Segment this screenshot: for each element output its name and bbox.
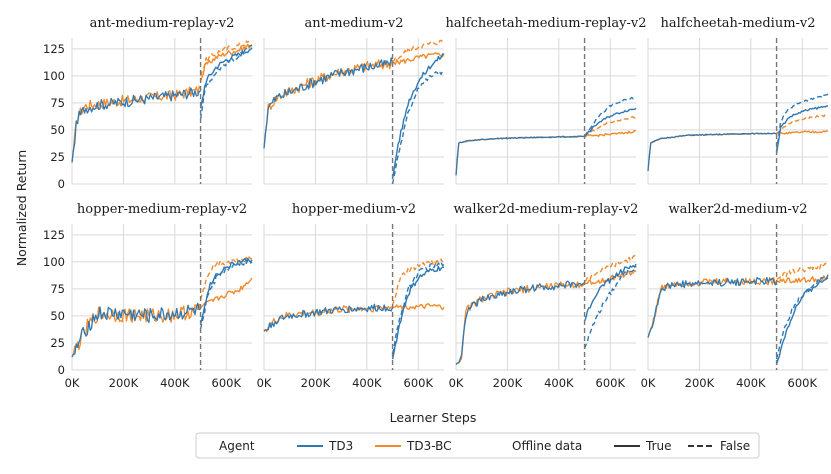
td3bc-post-false-line — [584, 116, 637, 137]
panel: 0K 200K 400K 600K walker2d-medium-replay-v2 — [449, 202, 639, 390]
plot-area — [264, 38, 444, 184]
y-tick-label: 50 — [50, 123, 65, 137]
td3-pre-line — [455, 135, 585, 176]
x-tick-label: 600K — [788, 376, 818, 390]
panel-title: hopper-medium-replay-v2 — [77, 202, 247, 217]
x-tick-label: 400K — [544, 376, 574, 390]
legend-false-label: False — [720, 439, 750, 453]
td3-pre-line — [647, 276, 778, 338]
td3-pre-line — [647, 132, 777, 172]
plot-area — [456, 224, 636, 370]
td3-post-false-line — [391, 69, 445, 185]
x-tick-label: 200K — [685, 376, 715, 390]
panel-title: halfcheetah-medium-replay-v2 — [446, 16, 647, 31]
x-tick-label: 0K — [65, 376, 80, 390]
td3-pre-line — [263, 303, 394, 332]
panel: halfcheetah-medium-v2 — [647, 16, 829, 185]
x-tick-label: 200K — [493, 376, 523, 390]
td3bc-post-false-line — [392, 39, 445, 63]
x-tick-label: 400K — [160, 376, 190, 390]
td3-post-true-line — [199, 257, 253, 325]
x-tick-label: 600K — [404, 376, 434, 390]
y-tick-label: 25 — [50, 150, 65, 164]
panel-title: halfcheetah-medium-v2 — [660, 16, 815, 31]
legend-frame — [195, 432, 760, 459]
legend-td3bc-label: TD3-BC — [406, 439, 452, 453]
td3-post-true-line — [583, 263, 637, 322]
td3-post-true-line — [775, 105, 829, 154]
td3bc-post-false-line — [584, 254, 637, 282]
x-tick-label: 400K — [352, 376, 382, 390]
panel-title: hopper-medium-v2 — [292, 202, 416, 217]
td3-post-false-line — [199, 259, 253, 330]
y-tick-label: 0 — [58, 363, 65, 377]
panel: 0 25 50 75 100 125 ant-medium-replay-v2 — [43, 16, 253, 191]
legend-offline-title: Offline data — [512, 439, 582, 453]
td3-pre-line — [455, 280, 585, 366]
x-tick-label: 200K — [301, 376, 331, 390]
td3bc-post-false-line — [776, 262, 829, 280]
td3-post-false-line — [583, 265, 637, 349]
panel: 0K 200K 400K 600K 0 25 50 75 100 125 hopper-medium… — [43, 202, 253, 390]
plot-area — [264, 224, 444, 370]
x-tick-label: 200K — [109, 376, 139, 390]
y-tick-label: 0 — [58, 177, 65, 191]
y-tick-label: 75 — [50, 96, 65, 110]
panel: 0K 200K 400K 600K hopper-medium-v2 — [257, 202, 445, 390]
td3bc-pre-line — [455, 281, 586, 366]
td3bc-post-true-line — [200, 277, 253, 308]
td3bc-post-false-line — [391, 258, 445, 306]
td3-post-true-line — [391, 265, 445, 360]
plot-area — [648, 38, 828, 184]
panel-title: ant-medium-replay-v2 — [90, 16, 235, 31]
panel: ant-medium-v2 — [263, 16, 445, 185]
panel: halfcheetah-medium-replay-v2 — [446, 16, 647, 185]
td3-post-false-line — [775, 93, 829, 152]
x-axis-label: Learner Steps — [390, 410, 477, 425]
plot-area — [648, 224, 828, 370]
td3bc-post-true-line — [199, 43, 253, 82]
x-tick-label: 0K — [449, 376, 464, 390]
legend-true-label: True — [645, 439, 672, 453]
td3-post-true-line — [199, 47, 253, 109]
x-tick-label: 0K — [641, 376, 656, 390]
x-tick-label: 600K — [212, 376, 242, 390]
td3-pre-line — [71, 87, 201, 163]
panels-group: 0 25 50 75 100 125 ant-medium-replay-v2 ant-med… — [43, 16, 829, 390]
legend: Agent TD3 TD3-BC Offline data True False — [195, 432, 760, 459]
y-tick-label: 125 — [43, 228, 65, 242]
td3bc-post-true-line — [776, 130, 829, 135]
y-tick-label: 50 — [50, 309, 65, 323]
y-tick-label: 75 — [50, 282, 65, 296]
panel-title: walker2d-medium-v2 — [668, 202, 807, 217]
td3-pre-line — [71, 302, 201, 358]
td3bc-post-false-line — [199, 40, 253, 77]
y-tick-label: 125 — [43, 42, 65, 56]
td3bc-pre-line — [263, 304, 393, 333]
y-tick-label: 100 — [43, 255, 65, 269]
x-tick-label: 600K — [596, 376, 626, 390]
td3-post-true-line — [391, 53, 445, 179]
panel: 0K 200K 400K 600K walker2d-medium-v2 — [641, 202, 829, 390]
legend-td3-label: TD3 — [328, 439, 353, 453]
legend-agent-title: Agent — [219, 439, 255, 453]
td3bc-post-true-line — [584, 129, 637, 138]
td3-pre-line — [263, 57, 394, 149]
td3-post-false-line — [775, 274, 829, 360]
y-tick-label: 100 — [43, 69, 65, 83]
td3-post-false-line — [584, 96, 637, 137]
plot-area — [456, 38, 636, 184]
td3-post-false-line — [199, 44, 253, 120]
y-axis-label: Normalized Return — [14, 150, 29, 266]
td3bc-post-true-line — [392, 303, 445, 311]
panel-title: walker2d-medium-replay-v2 — [454, 202, 639, 217]
x-tick-label: 0K — [257, 376, 272, 390]
x-tick-label: 400K — [736, 376, 766, 390]
td3bc-post-false-line — [776, 113, 829, 134]
panel-title: ant-medium-v2 — [305, 16, 404, 31]
y-tick-label: 25 — [50, 336, 65, 350]
td3-post-true-line — [584, 107, 637, 137]
td3bc-post-true-line — [392, 52, 445, 66]
